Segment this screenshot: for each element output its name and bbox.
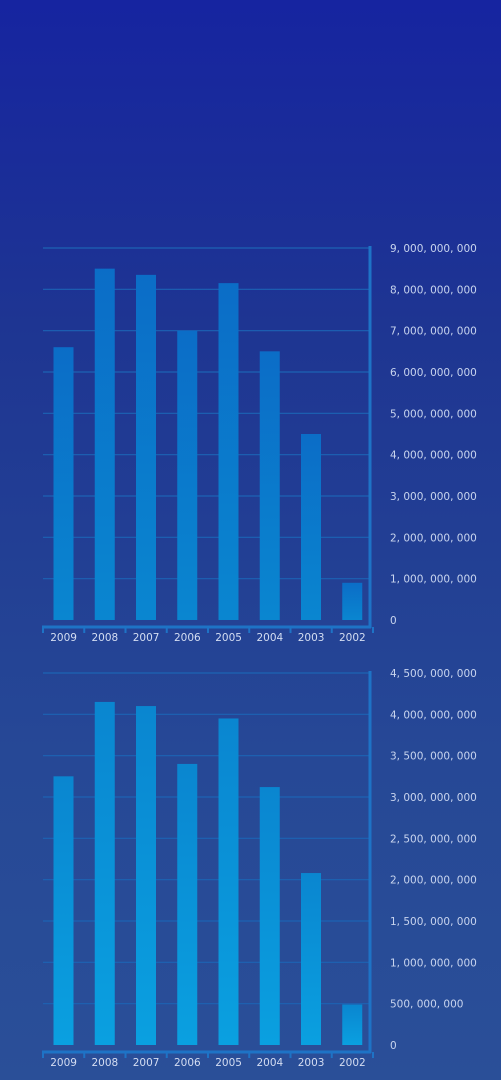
top-y-tick-label: 7, 000, 000, 000 xyxy=(390,326,477,338)
top-bar-2004 xyxy=(259,351,280,620)
bottom-x-tick-label: 2002 xyxy=(339,1057,366,1069)
bottom-y-tick-label: 1, 000, 000, 000 xyxy=(390,957,477,969)
bottom-y-tick-label: 4, 500, 000, 000 xyxy=(390,668,477,680)
bottom-x-tick-label: 2005 xyxy=(215,1057,242,1069)
top-y-tick-label: 2, 000, 000, 000 xyxy=(390,532,477,544)
top-y-tick-label: 0 xyxy=(390,615,397,627)
top-x-tick-label: 2004 xyxy=(257,632,284,644)
bottom-bar-2009 xyxy=(53,776,74,1045)
bottom-bar-2002 xyxy=(342,1004,363,1045)
bottom-x-tick-label: 2004 xyxy=(257,1057,284,1069)
bottom-bar-2006 xyxy=(177,763,198,1045)
bottom-y-tick-label: 1, 500, 000, 000 xyxy=(390,916,477,928)
bottom-x-tick-label: 2007 xyxy=(133,1057,160,1069)
bottom-bar-2005 xyxy=(218,718,239,1045)
top-y-tick-label: 5, 000, 000, 000 xyxy=(390,408,477,420)
top-x-tick-label: 2002 xyxy=(339,632,366,644)
top-y-tick-label: 4, 000, 000, 000 xyxy=(390,450,477,462)
top-bar-2003 xyxy=(301,434,321,620)
bottom-bar-2003 xyxy=(301,873,321,1045)
top-bar-2008 xyxy=(94,268,115,620)
top-bar-2006 xyxy=(177,330,198,620)
bottom-y-tick-label: 500, 000, 000 xyxy=(390,999,463,1011)
top-x-tick-label: 2005 xyxy=(215,632,242,644)
top-bar-2002 xyxy=(342,582,363,620)
bottom-x-tick-label: 2009 xyxy=(50,1057,77,1069)
bottom-x-tick-label: 2006 xyxy=(174,1057,201,1069)
top-x-tick-label: 2003 xyxy=(298,632,325,644)
top-y-tick-label: 9, 000, 000, 000 xyxy=(390,243,477,255)
bottom-y-tick-label: 2, 500, 000, 000 xyxy=(390,833,477,845)
top-y-tick-label: 8, 000, 000, 000 xyxy=(390,284,477,296)
top-bar-2005 xyxy=(218,283,239,620)
top-x-tick-label: 2007 xyxy=(133,632,160,644)
bottom-y-tick-label: 0 xyxy=(390,1040,397,1052)
top-y-tick-label: 1, 000, 000, 000 xyxy=(390,574,477,586)
top-y-tick-label: 6, 000, 000, 000 xyxy=(390,367,477,379)
top-x-tick-label: 2006 xyxy=(174,632,201,644)
bottom-x-tick-label: 2003 xyxy=(298,1057,325,1069)
bottom-y-tick-label: 3, 500, 000, 000 xyxy=(390,751,477,763)
top-x-tick-label: 2009 xyxy=(50,632,77,644)
bottom-y-tick-label: 4, 000, 000, 000 xyxy=(390,709,477,721)
bottom-x-tick-label: 2008 xyxy=(92,1057,119,1069)
top-bar-2009 xyxy=(53,347,74,620)
bottom-bar-2008 xyxy=(94,701,115,1045)
bar-chart-bottom: 0 500, 000, 000 1, 000, 000, 000 1, 500, 00… xyxy=(42,668,477,1069)
bottom-bar-2007 xyxy=(136,706,156,1045)
top-bar-2007 xyxy=(136,274,156,620)
bottom-bar-2004 xyxy=(259,787,280,1045)
top-y-tick-label: 3, 000, 000, 000 xyxy=(390,491,477,503)
bottom-y-tick-label: 2, 000, 000, 000 xyxy=(390,875,477,887)
bar-chart-top: 0 1, 000, 000, 000 2, 000, 000, 000 3, 000,… xyxy=(42,243,477,644)
top-x-tick-label: 2008 xyxy=(92,632,119,644)
bottom-y-tick-label: 3, 000, 000, 000 xyxy=(390,792,477,804)
